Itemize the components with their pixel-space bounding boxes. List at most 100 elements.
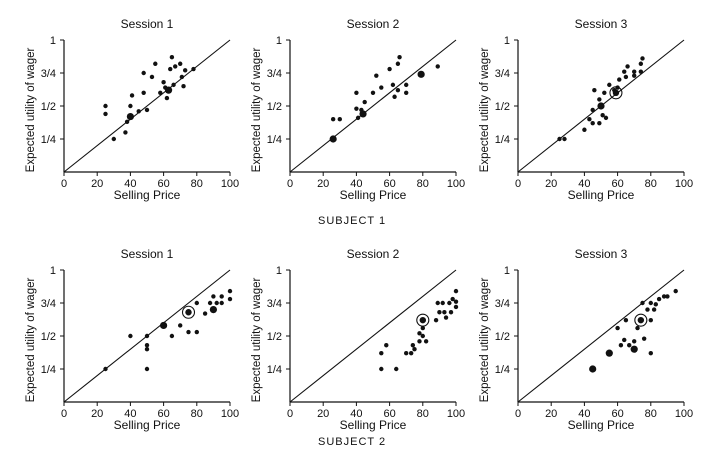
y-tick-label: 1/2 <box>495 331 510 343</box>
data-point <box>171 82 176 88</box>
data-point <box>622 337 627 343</box>
data-point <box>103 103 108 109</box>
data-point-circled <box>612 89 620 97</box>
data-point <box>354 90 359 96</box>
data-point <box>111 136 117 142</box>
x-tick-label: 0 <box>61 408 67 420</box>
x-tick-label: 20 <box>317 408 329 420</box>
x-tick-label: 60 <box>383 408 395 420</box>
x-tick-label: 20 <box>91 178 103 190</box>
y-tick-label: 1/4 <box>41 134 56 146</box>
data-point <box>661 294 667 299</box>
data-point <box>597 120 602 126</box>
data-point <box>587 117 592 122</box>
x-axis-label: Selling Price <box>114 188 181 202</box>
x-tick-label: 40 <box>578 408 590 420</box>
x-axis-label: Selling Price <box>340 418 407 432</box>
panel-title: Session 1 <box>121 17 174 31</box>
x-tick-label: 0 <box>287 178 293 190</box>
data-point <box>653 302 658 307</box>
data-point <box>395 87 401 93</box>
data-point <box>355 115 361 121</box>
data-point-large <box>126 112 134 121</box>
x-tick-label: 40 <box>350 408 362 420</box>
data-point <box>648 300 653 306</box>
x-tick-label: 100 <box>221 178 239 190</box>
x-tick-label: 20 <box>545 408 557 420</box>
data-point <box>417 339 422 344</box>
data-point <box>227 296 233 302</box>
scatter-panel-6: 0 20 40 60 80 100 1/4 1/2 3/4 1 Session 3 Selling P… <box>479 247 693 432</box>
x-tick-label: 40 <box>578 178 590 190</box>
y-tick-label: 1/2 <box>41 101 56 113</box>
x-tick-label: 40 <box>350 178 362 190</box>
data-point <box>128 103 133 109</box>
y-axis-label: Expected utility of wager <box>479 278 491 403</box>
data-point <box>640 300 645 306</box>
y-axis-label: Expected utility of wager <box>251 48 263 173</box>
data-point <box>615 325 620 331</box>
data-point <box>144 343 150 348</box>
data-point <box>374 73 379 78</box>
data-point-large <box>164 86 173 94</box>
data-point <box>590 107 595 113</box>
data-point <box>384 343 389 348</box>
data-point <box>615 85 620 90</box>
data-point <box>420 333 425 339</box>
data-point-circled <box>419 316 426 324</box>
data-point <box>136 109 141 114</box>
y-axis-label: Expected utility of wager <box>25 48 37 173</box>
data-point <box>153 61 158 66</box>
data-point <box>641 336 647 341</box>
y-tick-label: 1 <box>504 265 510 277</box>
x-tick-label: 100 <box>221 408 239 420</box>
reference-diagonal-line <box>63 39 231 173</box>
y-tick-label: 1/2 <box>267 331 282 343</box>
data-point <box>123 130 128 135</box>
x-axis-label: Selling Price <box>568 188 635 202</box>
data-point <box>665 294 670 299</box>
x-tick-label: 60 <box>611 178 623 190</box>
data-point-large <box>209 306 217 314</box>
data-point <box>622 69 627 74</box>
x-tick-label: 80 <box>417 408 429 420</box>
scatter-panel-3: 0 20 40 60 80 100 1/4 1/2 3/4 1 Session 3 Selling P… <box>479 17 693 202</box>
data-point <box>603 115 609 121</box>
data-point <box>590 120 595 126</box>
data-point <box>617 77 622 82</box>
scatter-panel-4: 0 20 40 60 80 100 1/4 1/2 3/4 1 Session 1 Selling P… <box>25 247 239 432</box>
data-point <box>408 350 414 356</box>
data-point-large <box>359 110 367 118</box>
scatter-panel-1: 0 20 40 60 80 100 1/4 1/2 3/4 1 Session 1 Selling P… <box>25 17 239 202</box>
data-point <box>404 350 409 356</box>
data-point <box>207 300 213 306</box>
data-point <box>453 299 459 304</box>
y-tick-label: 1/2 <box>267 101 282 113</box>
data-point <box>600 113 605 118</box>
data-point <box>645 307 650 312</box>
x-tick-label: 20 <box>545 178 557 190</box>
data-point-circled <box>637 316 645 324</box>
data-point <box>124 119 130 125</box>
data-point <box>557 136 562 142</box>
data-point <box>635 325 640 331</box>
data-point <box>656 296 662 302</box>
data-point <box>395 61 401 66</box>
data-point-ring <box>634 313 648 327</box>
data-point <box>397 54 402 60</box>
data-point <box>161 80 166 85</box>
data-point <box>141 90 146 96</box>
data-point <box>404 82 409 88</box>
y-tick-label: 1/4 <box>41 364 56 376</box>
x-tick-label: 40 <box>124 408 136 420</box>
data-point <box>390 82 396 88</box>
data-point <box>443 315 449 320</box>
x-tick-label: 20 <box>317 178 329 190</box>
data-point <box>173 64 178 69</box>
data-point <box>582 127 587 132</box>
data-point <box>379 366 384 372</box>
x-tick-label: 60 <box>383 178 395 190</box>
data-point <box>423 339 429 344</box>
data-point <box>103 366 108 372</box>
